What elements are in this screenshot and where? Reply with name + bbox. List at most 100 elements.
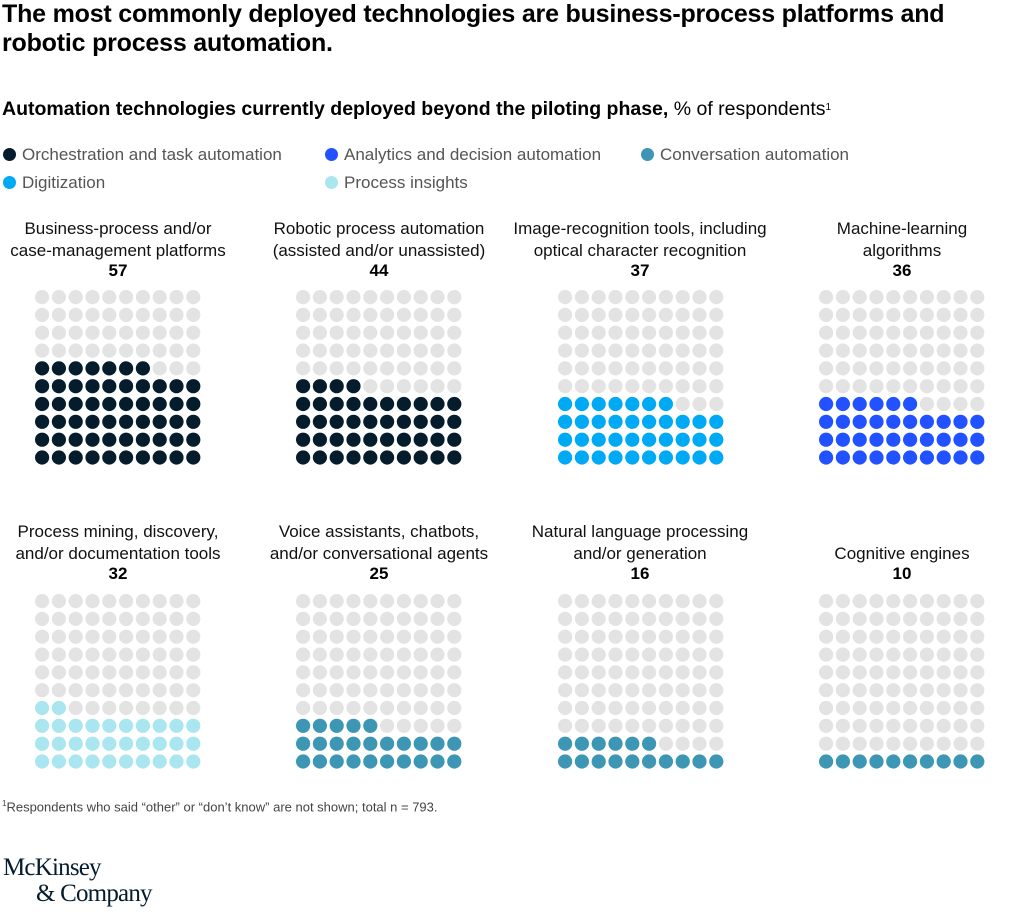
waffle-dot-empty [186, 594, 201, 609]
waffle-dot-empty [903, 683, 918, 698]
waffle-dot-filled [363, 432, 378, 447]
waffle-dot-empty [835, 736, 850, 751]
waffle-dot-filled [296, 718, 311, 733]
waffle-dot-empty [709, 700, 724, 716]
waffle-dot-filled [835, 450, 850, 465]
waffle-dot-filled [68, 414, 83, 429]
panel-label-line: optical character recognition [533, 240, 747, 260]
waffle-dot-filled [692, 450, 707, 465]
waffle-dot-empty [102, 290, 117, 305]
waffle-dot-filled [574, 432, 589, 447]
waffle-dot-empty [169, 683, 184, 698]
waffle-dot-empty [85, 343, 100, 358]
waffle-dot-filled [852, 432, 867, 447]
waffle-dot-empty [152, 325, 167, 340]
waffle-dot-filled [35, 700, 50, 716]
waffle-dot-empty [692, 290, 707, 305]
waffle-dot-empty [852, 629, 867, 644]
waffle-dot-filled [85, 754, 100, 769]
waffle-dot-empty [970, 290, 985, 305]
waffle-dot-empty [625, 700, 640, 716]
waffle-dot-empty [186, 665, 201, 680]
waffle-dot-filled [102, 450, 117, 465]
waffle-dot-empty [119, 343, 134, 358]
waffle-dot-empty [591, 594, 606, 609]
waffle-dot-empty [396, 683, 411, 698]
waffle-dot-filled [68, 432, 83, 447]
waffle-dot-filled [102, 736, 117, 751]
waffle-dot-empty [852, 647, 867, 662]
waffle-dot-filled [430, 396, 445, 412]
waffle-dot-empty [852, 665, 867, 680]
waffle-dot-filled [608, 396, 623, 412]
waffle-dot-empty [152, 629, 167, 644]
waffle-dot-empty [936, 700, 951, 716]
waffle-dot-filled [380, 736, 395, 751]
waffle-dot-filled [102, 396, 117, 412]
waffle-dot-filled [591, 396, 606, 412]
waffle-dot-filled [152, 432, 167, 447]
waffle-dot-filled [625, 736, 640, 751]
waffle-dot-filled [709, 450, 724, 465]
waffle-dot-filled [658, 432, 673, 447]
legend-dot-icon [325, 176, 338, 189]
waffle-dot-empty [970, 396, 985, 412]
waffle-dot-empty [919, 665, 934, 680]
waffle-dot-empty [296, 611, 311, 626]
waffle-dot-empty [970, 629, 985, 644]
waffle-dot-empty [312, 290, 327, 305]
waffle-dot-empty [430, 343, 445, 358]
waffle-dot-empty [102, 629, 117, 644]
waffle-dot-empty [169, 647, 184, 662]
waffle-dot-filled [852, 450, 867, 465]
waffle-dot-empty [642, 361, 657, 376]
waffle-dot-empty [692, 307, 707, 322]
waffle-dot-empty [558, 700, 573, 716]
waffle-dot-empty [346, 343, 361, 358]
waffle-dot-empty [625, 325, 640, 340]
waffle-dot-empty [574, 665, 589, 680]
waffle-dot-empty [642, 665, 657, 680]
waffle-dot-empty [970, 665, 985, 680]
waffle-dot-filled [658, 450, 673, 465]
waffle-dot-empty [692, 396, 707, 412]
waffle-dot-empty [835, 629, 850, 644]
waffle-dot-empty [852, 611, 867, 626]
waffle-dot-empty [953, 396, 968, 412]
waffle-dot-empty [658, 647, 673, 662]
waffle-dot-filled [296, 379, 311, 394]
waffle-dot-empty [396, 647, 411, 662]
waffle-dot-empty [608, 307, 623, 322]
waffle-dot-empty [430, 307, 445, 322]
waffle-dot-filled [35, 361, 50, 376]
waffle-dot-filled [312, 754, 327, 769]
waffle-dot-empty [903, 379, 918, 394]
waffle-dot-empty [625, 629, 640, 644]
logo-line-2: & Company [36, 880, 153, 907]
panel-label-machine-learning: Machine-learning algorithms [772, 218, 1024, 261]
waffle-dot-empty [430, 594, 445, 609]
waffle-dot-empty [608, 683, 623, 698]
panel-label-line: Image-recognition tools, including [513, 219, 767, 238]
waffle-dot-filled [970, 414, 985, 429]
panel-value-image-recognition: 37 [630, 261, 650, 280]
waffle-dot-empty [608, 647, 623, 662]
waffle-dot-empty [903, 736, 918, 751]
waffle-dot-filled [102, 379, 117, 394]
waffle-dot-empty [135, 307, 150, 322]
waffle-dot-filled [296, 754, 311, 769]
waffle-dot-empty [380, 361, 395, 376]
waffle-dot-empty [819, 307, 834, 322]
waffle-dot-filled [380, 432, 395, 447]
waffle-dot-empty [709, 665, 724, 680]
waffle-dot-empty [312, 594, 327, 609]
panel-value-voice-assistants: 25 [369, 564, 389, 583]
waffle-dot-empty [625, 594, 640, 609]
chart-title: The most commonly deployed technologies … [2, 0, 945, 57]
waffle-dot-empty [675, 611, 690, 626]
waffle-dot-empty [692, 611, 707, 626]
legend-item-orchestration: Orchestration and task automation [3, 145, 282, 165]
waffle-dot-filled [312, 450, 327, 465]
waffle-dot-empty [886, 718, 901, 733]
waffle-dot-empty [396, 343, 411, 358]
